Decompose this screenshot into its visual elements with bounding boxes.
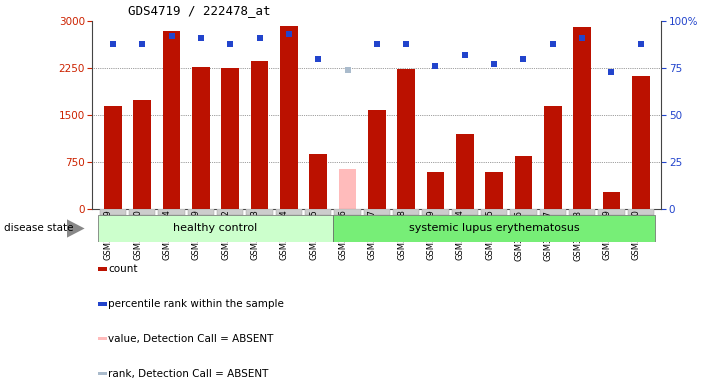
Bar [393,209,419,215]
Text: GSM349748: GSM349748 [397,210,406,260]
Text: GSM349730: GSM349730 [133,210,142,260]
Bar [104,106,122,209]
Bar [569,209,595,215]
Text: GSM349734: GSM349734 [163,210,171,260]
Bar [540,209,566,215]
Text: GSM349743: GSM349743 [250,210,260,260]
Bar [246,209,273,215]
Bar [515,156,533,209]
Text: systemic lupus erythematosus: systemic lupus erythematosus [409,223,579,233]
Bar [217,209,243,215]
Bar [100,209,126,215]
Bar [134,99,151,209]
Bar [368,110,385,209]
Bar [632,76,650,209]
Text: GSM349729: GSM349729 [104,210,113,260]
Bar [251,61,268,209]
Bar [334,209,360,215]
Text: GSM349746: GSM349746 [338,210,348,260]
Bar [159,209,185,215]
Text: GSM349770: GSM349770 [631,210,641,260]
Text: GSM349744: GSM349744 [280,210,289,260]
Bar [363,209,390,215]
Bar [98,215,333,242]
Bar [338,169,356,209]
Bar [98,337,107,340]
Text: healthy control: healthy control [173,223,257,233]
Polygon shape [67,219,85,238]
Bar [544,106,562,209]
Text: GSM349767: GSM349767 [544,210,552,261]
Text: disease state: disease state [4,223,73,233]
Bar [98,302,107,306]
Text: rank, Detection Call = ABSENT: rank, Detection Call = ABSENT [108,369,269,379]
Bar [451,209,478,215]
Bar [603,192,620,209]
Text: GSM349739: GSM349739 [192,210,201,260]
Bar [129,209,156,215]
Bar [188,209,214,215]
Text: GSM349769: GSM349769 [602,210,611,260]
Bar [221,68,239,209]
Text: GSM349765: GSM349765 [485,210,494,260]
Bar [192,67,210,209]
Bar [98,372,107,375]
Text: count: count [108,264,137,274]
Bar [305,209,331,215]
Bar [163,31,181,209]
Bar [309,154,327,209]
Bar [510,209,537,215]
Text: GSM349764: GSM349764 [456,210,465,260]
Bar [573,27,591,209]
Bar [333,215,656,242]
Bar [427,172,444,209]
Bar [397,69,415,209]
Text: GSM349766: GSM349766 [515,210,523,261]
Bar [486,172,503,209]
Text: percentile rank within the sample: percentile rank within the sample [108,299,284,309]
Bar [422,209,449,215]
Bar [280,25,298,209]
Bar [598,209,624,215]
Text: GSM349749: GSM349749 [427,210,435,260]
Bar [456,134,474,209]
Text: value, Detection Call = ABSENT: value, Detection Call = ABSENT [108,334,274,344]
Text: GSM349747: GSM349747 [368,210,377,260]
Text: GSM349745: GSM349745 [309,210,319,260]
Text: GDS4719 / 222478_at: GDS4719 / 222478_at [128,4,270,17]
Text: GSM349768: GSM349768 [573,210,582,261]
Bar [628,209,654,215]
Bar [98,268,107,271]
Text: GSM349742: GSM349742 [221,210,230,260]
Bar [481,209,508,215]
Bar [276,209,302,215]
